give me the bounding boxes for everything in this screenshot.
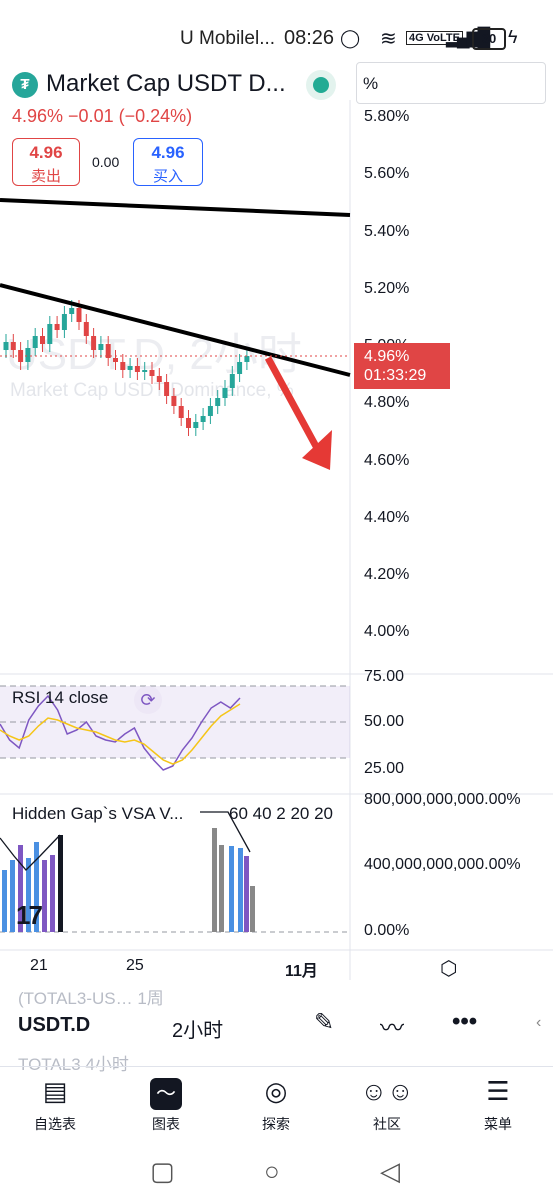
divider (0, 1066, 553, 1067)
rsi-level: 75.00 (364, 668, 405, 685)
vsa-bars (2, 828, 255, 932)
buy-price: 4.96 (151, 143, 185, 162)
tradingview-logo-icon[interactable]: 17 (16, 900, 43, 930)
vsa-level: 800,000,000,000.00% (364, 791, 521, 808)
next-symbol-ghost: TOTAL3 4小时 (18, 1055, 129, 1074)
candlestick-series (3, 300, 250, 436)
rsi-line (0, 694, 241, 771)
carrier-name: U Mobilel... (180, 28, 276, 49)
nav-label: 菜单 (484, 1116, 512, 1132)
vsa-inputs: 60 40 2 20 20 (229, 804, 333, 823)
buy-button[interactable]: 4.96 买入 (133, 138, 203, 186)
buy-label: 买入 (152, 168, 183, 185)
draw-pen-icon[interactable]: ✎ (314, 1009, 335, 1036)
current-price-tag: 4.96% 01:33:29 (354, 343, 450, 389)
price-tick: 4.20% (364, 566, 410, 583)
spread-value: 0.00 (92, 154, 120, 170)
symbol-selector[interactable]: USDT.D (18, 1014, 91, 1036)
price-tick: 4.40% (364, 509, 410, 526)
price-tick: 4.60% (364, 452, 410, 469)
chart-settings-icon[interactable]: ⬡ (440, 958, 458, 980)
charging-icon: ϟ (508, 27, 518, 47)
bar-countdown: 01:33:29 (364, 367, 427, 384)
date-tick: 11月 (285, 963, 318, 980)
back-icon[interactable]: ◁ (380, 1156, 400, 1186)
vsa-indicator-label[interactable]: Hidden Gap`s VSA V... (12, 804, 184, 823)
upper-trendline[interactable] (0, 198, 351, 217)
status-bar: U Mobilel... 08:26 ◯ ≋ 4G VoLTE ▂▄▆█ 30 … (0, 0, 553, 70)
price-tick: 5.20% (364, 280, 410, 297)
nav-explore[interactable]: ◎ 探索 (236, 1074, 316, 1134)
sell-button[interactable]: 4.96 卖出 (12, 138, 80, 186)
date-tick: 21 (30, 957, 48, 974)
refresh-icon[interactable]: ⟳ (134, 686, 162, 714)
network-icon: 4G VoLTE (406, 31, 463, 45)
symbol-title[interactable]: Market Cap USDT D... (46, 70, 286, 97)
price-tick: 4.80% (364, 394, 410, 411)
vsa-level: 400,000,000,000.00% (364, 856, 521, 873)
rsi-ma-line (0, 703, 241, 765)
nav-chart[interactable]: 〜 图表 (126, 1074, 206, 1134)
unit-selector[interactable]: % (356, 62, 546, 104)
signal-icon: ▂▄▆█ (446, 27, 490, 47)
down-arrow-drawing[interactable] (264, 356, 332, 470)
battery-icon: 30 (472, 28, 506, 50)
sell-label: 卖出 (30, 168, 61, 185)
market-open-dot-icon (313, 77, 329, 93)
community-icon: ☺☺ (360, 1076, 414, 1106)
rsi-level: 50.00 (364, 713, 405, 730)
price-tick: 5.80% (364, 108, 410, 125)
more-options-icon[interactable]: ••• (452, 1008, 478, 1035)
rsi-level: 25.00 (364, 760, 405, 777)
rsi-indicator-label[interactable]: RSI 14 close (12, 688, 109, 707)
nav-label: 自选表 (34, 1116, 76, 1132)
date-tick: 25 (126, 957, 144, 974)
compass-icon: ◎ (264, 1076, 288, 1106)
indicators-icon[interactable]: 〰 (380, 1015, 404, 1042)
collapse-toolbar-icon[interactable]: ‹ (536, 1014, 542, 1031)
tether-logo-icon: ₮ (12, 72, 38, 98)
lower-trendline[interactable] (0, 283, 351, 377)
nav-community[interactable]: ☺☺ 社区 (347, 1074, 427, 1134)
recent-apps-icon[interactable]: ▢ (150, 1156, 175, 1186)
interval-selector[interactable]: 2小时 (172, 1020, 224, 1042)
watchlist-icon: ▤ (42, 1076, 68, 1106)
price-tick: 5.60% (364, 165, 410, 182)
current-price-value: 4.96% (364, 348, 410, 365)
vsa-level: 0.00% (364, 922, 410, 939)
price-tick: 4.00% (364, 623, 410, 640)
nav-label: 社区 (373, 1116, 401, 1132)
sell-price: 4.96 (29, 143, 63, 162)
chart-icon: 〜 (126, 1074, 206, 1110)
nav-label: 探索 (262, 1116, 290, 1132)
menu-icon: ☰ (486, 1076, 510, 1106)
price-chart[interactable] (0, 100, 553, 1000)
nav-menu[interactable]: ☰ 菜单 (458, 1074, 538, 1134)
wifi-icon: ≋ (380, 28, 397, 50)
nav-watchlist[interactable]: ▤ 自选表 (15, 1074, 95, 1134)
previous-symbol-ghost: (TOTAL3-US… 1周 (18, 989, 164, 1008)
chat-icon: ◯ (340, 28, 361, 48)
clock: 08:26 (284, 27, 335, 49)
price-change: 4.96% −0.01 (−0.24%) (12, 106, 193, 126)
home-icon[interactable]: ○ (264, 1156, 280, 1186)
nav-label: 图表 (152, 1116, 180, 1132)
price-tick: 5.40% (364, 223, 410, 240)
